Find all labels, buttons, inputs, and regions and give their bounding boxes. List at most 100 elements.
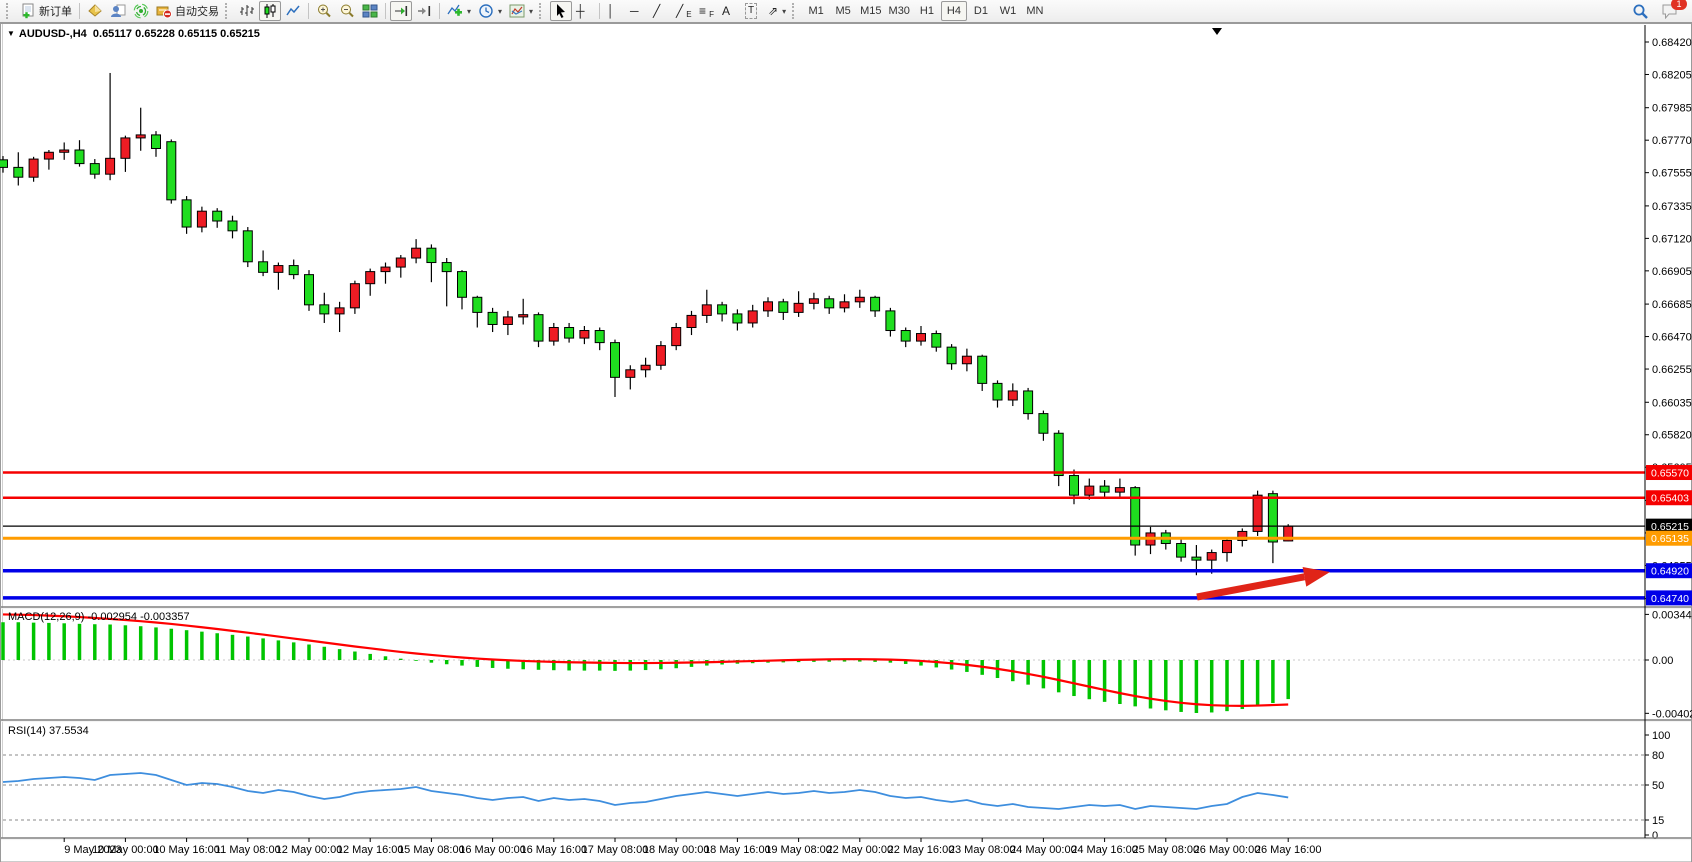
candle-body-down	[1023, 390, 1034, 415]
candle	[533, 312, 544, 348]
text-button[interactable]: A	[719, 1, 741, 21]
clock-icon	[479, 4, 493, 18]
price-tag-0.65403	[1646, 490, 1692, 506]
candle-body-down	[977, 355, 988, 384]
candle-body-up	[961, 355, 972, 365]
notification-badge: 1	[1671, 0, 1687, 10]
timeframe-M1[interactable]: M1	[803, 1, 829, 21]
time-tick-label: 10 May 16:00	[153, 844, 220, 856]
candle	[701, 289, 712, 323]
new-order-icon	[22, 3, 34, 19]
indicators-button[interactable]: ▾	[444, 1, 474, 21]
rsi-name: RSI(14)	[8, 725, 46, 737]
templates-icon	[509, 4, 525, 18]
price-tick-label: 0.65820	[1652, 430, 1692, 442]
symbols-button[interactable]	[84, 1, 106, 21]
chart-shift-button[interactable]	[413, 1, 435, 21]
candle	[426, 244, 437, 283]
zoom-out-button[interactable]	[336, 1, 358, 21]
bar-chart-button[interactable]	[236, 1, 258, 21]
zoom-in-icon	[318, 4, 331, 18]
equidistant-channel-button[interactable]: ╱ E	[673, 1, 695, 21]
channel-sub-label: E	[686, 9, 692, 19]
candle	[304, 270, 314, 311]
tile-windows-button[interactable]	[359, 1, 381, 21]
candle	[1222, 538, 1232, 562]
bar-chart-icon	[240, 5, 254, 16]
candle-body-down	[1130, 487, 1141, 546]
candle	[1084, 478, 1095, 500]
horizontal-line-button[interactable]: ─	[627, 1, 649, 21]
timeframe-H4[interactable]: H4	[940, 1, 967, 21]
profile-button[interactable]	[107, 1, 129, 21]
timeframe-M5[interactable]: M5	[830, 1, 856, 21]
candle-body-up	[916, 333, 926, 342]
auto-trading-button[interactable]: 自动交易	[153, 1, 222, 21]
timeframe-H1[interactable]: H1	[914, 1, 940, 21]
candle	[1038, 410, 1049, 441]
candle	[74, 140, 85, 167]
timeframe-M15[interactable]: M15	[857, 1, 884, 21]
macd-axis-label: -0.004025	[1652, 708, 1692, 720]
candle-body-down	[89, 163, 100, 175]
candle-body-up	[43, 151, 54, 160]
chart-canvas[interactable]: 0.68420 0.68205 0.67985 0.67770 0.67555 0.673…	[0, 23, 1692, 862]
cursor-button[interactable]	[550, 1, 573, 21]
annotation-arrow-head[interactable]	[1302, 566, 1330, 587]
text-label-icon: T	[745, 3, 758, 19]
chart-window[interactable]: 0.68420 0.68205 0.67985 0.67770 0.67555 0.673…	[0, 23, 1692, 862]
candlestick-chart-button[interactable]	[259, 1, 281, 21]
candle	[610, 339, 620, 397]
time-tick-label: 19 May 08:00	[765, 844, 832, 856]
text-label-button[interactable]: T	[742, 1, 764, 21]
candle-body-up	[747, 310, 758, 324]
candle	[227, 215, 238, 239]
candlestick-icon	[264, 4, 276, 18]
timeframe-M30[interactable]: M30	[886, 1, 913, 21]
candle	[273, 262, 284, 290]
crosshair-button[interactable]: ┼	[573, 1, 595, 21]
candle	[212, 208, 223, 228]
candle	[778, 298, 789, 320]
candle-body-up	[655, 345, 666, 366]
ohlc-close: 0.65215	[220, 28, 260, 40]
trendline-button[interactable]: ╱	[650, 1, 672, 21]
rsi-axis-label: 50	[1652, 780, 1664, 792]
arrows-button[interactable]: ⇗ ▾	[765, 1, 789, 21]
candle-body-down	[212, 210, 223, 222]
candle	[1053, 430, 1064, 487]
candle-body-down	[472, 296, 483, 313]
candle-body-up	[1007, 390, 1018, 401]
templates-button[interactable]: ▾	[506, 1, 536, 21]
vertical-line-button[interactable]: │	[604, 1, 626, 21]
symbol-dropdown-icon[interactable]: ▼	[7, 29, 15, 38]
macd-series	[1, 613, 1290, 713]
zoom-in-button[interactable]	[313, 1, 335, 21]
candle-body-down	[319, 304, 330, 315]
market-signals-button[interactable]	[130, 1, 152, 21]
toolbar: 新订单	[0, 0, 1692, 23]
timeframe-W1[interactable]: W1	[995, 1, 1021, 21]
periods-button[interactable]: ▾	[475, 1, 505, 21]
timeframe-MN[interactable]: MN	[1022, 1, 1048, 21]
price-tag-0.64920	[1646, 563, 1692, 579]
auto-scroll-button[interactable]	[390, 1, 412, 21]
price-tag-label: 0.64740	[1651, 593, 1689, 605]
chart-shift-icon	[418, 6, 431, 16]
shift-marker-icon[interactable]	[1212, 28, 1222, 35]
search-button[interactable]	[1629, 1, 1652, 21]
candle	[640, 357, 651, 378]
candle	[732, 309, 743, 331]
price-tick-label: 0.66905	[1652, 266, 1692, 278]
annotation-arrow-shaft[interactable]	[1196, 573, 1306, 601]
time-tick-label: 9 May 2023	[64, 844, 121, 856]
notifications-button[interactable]: 1	[1658, 0, 1687, 21]
candle-body-up	[854, 296, 865, 303]
candle-body-down	[946, 346, 957, 365]
fibonacci-button[interactable]: ≡ F	[696, 1, 718, 21]
line-chart-button[interactable]	[282, 1, 304, 21]
timeframe-D1[interactable]: D1	[968, 1, 994, 21]
new-order-button[interactable]: 新订单	[17, 1, 75, 21]
candle-body-down	[1053, 432, 1064, 477]
